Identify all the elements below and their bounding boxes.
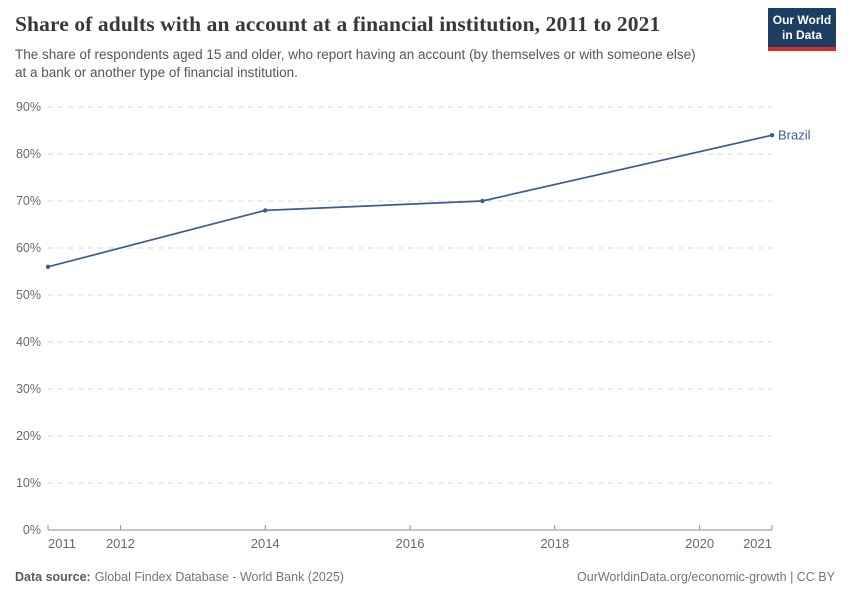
page-title: Share of adults with an account at a fin… <box>15 12 661 36</box>
x-tick-label: 2011 <box>48 536 76 551</box>
y-tick-label: 0% <box>23 523 41 537</box>
owid-logo[interactable]: Our World in Data <box>768 8 836 51</box>
chart-footer: Data source: Global Findex Database - Wor… <box>15 570 835 584</box>
x-tick-label: 2018 <box>540 536 569 551</box>
line-chart: 0% 10% 20% 30% 40% 50% 60% 70% 80% 90% 2011 2012 201… <box>16 100 811 551</box>
series-line-brazil <box>47 134 773 268</box>
data-source-label: Data source: <box>15 570 91 584</box>
y-tick-label: 60% <box>16 241 41 255</box>
footer-attribution[interactable]: OurWorldinData.org/economic-growth | CC … <box>577 570 835 584</box>
x-tick-label: 2012 <box>106 536 135 551</box>
series-label-brazil: Brazil <box>778 128 811 143</box>
data-source: Data source: Global Findex Database - Wor… <box>15 570 344 584</box>
owid-logo-line2: in Data <box>781 27 822 42</box>
y-tick-label: 30% <box>16 382 41 396</box>
page-subtitle: The share of respondents aged 15 and old… <box>15 47 696 80</box>
data-point-brazil-2017 <box>480 198 485 204</box>
y-tick-label: 20% <box>16 429 41 443</box>
data-point-brazil-2011 <box>45 264 51 269</box>
y-tick-label: 40% <box>16 335 41 349</box>
y-tick-label: 10% <box>16 476 41 490</box>
data-point-brazil-2021 <box>769 133 775 138</box>
data-source-value: Global Findex Database - World Bank (202… <box>94 570 344 584</box>
data-point-brazil-2014 <box>263 208 268 213</box>
x-tick-label: 2020 <box>685 536 714 551</box>
owid-logo-line1: Our World <box>772 13 832 27</box>
x-tick-label: 2021 <box>743 536 772 551</box>
y-tick-label: 50% <box>16 288 41 302</box>
x-tick-label: 2014 <box>251 536 280 551</box>
y-tick-label: 80% <box>16 147 41 161</box>
y-tick-label: 90% <box>16 100 41 114</box>
y-tick-label: 70% <box>16 194 41 208</box>
x-tick-label: 2016 <box>396 536 425 551</box>
